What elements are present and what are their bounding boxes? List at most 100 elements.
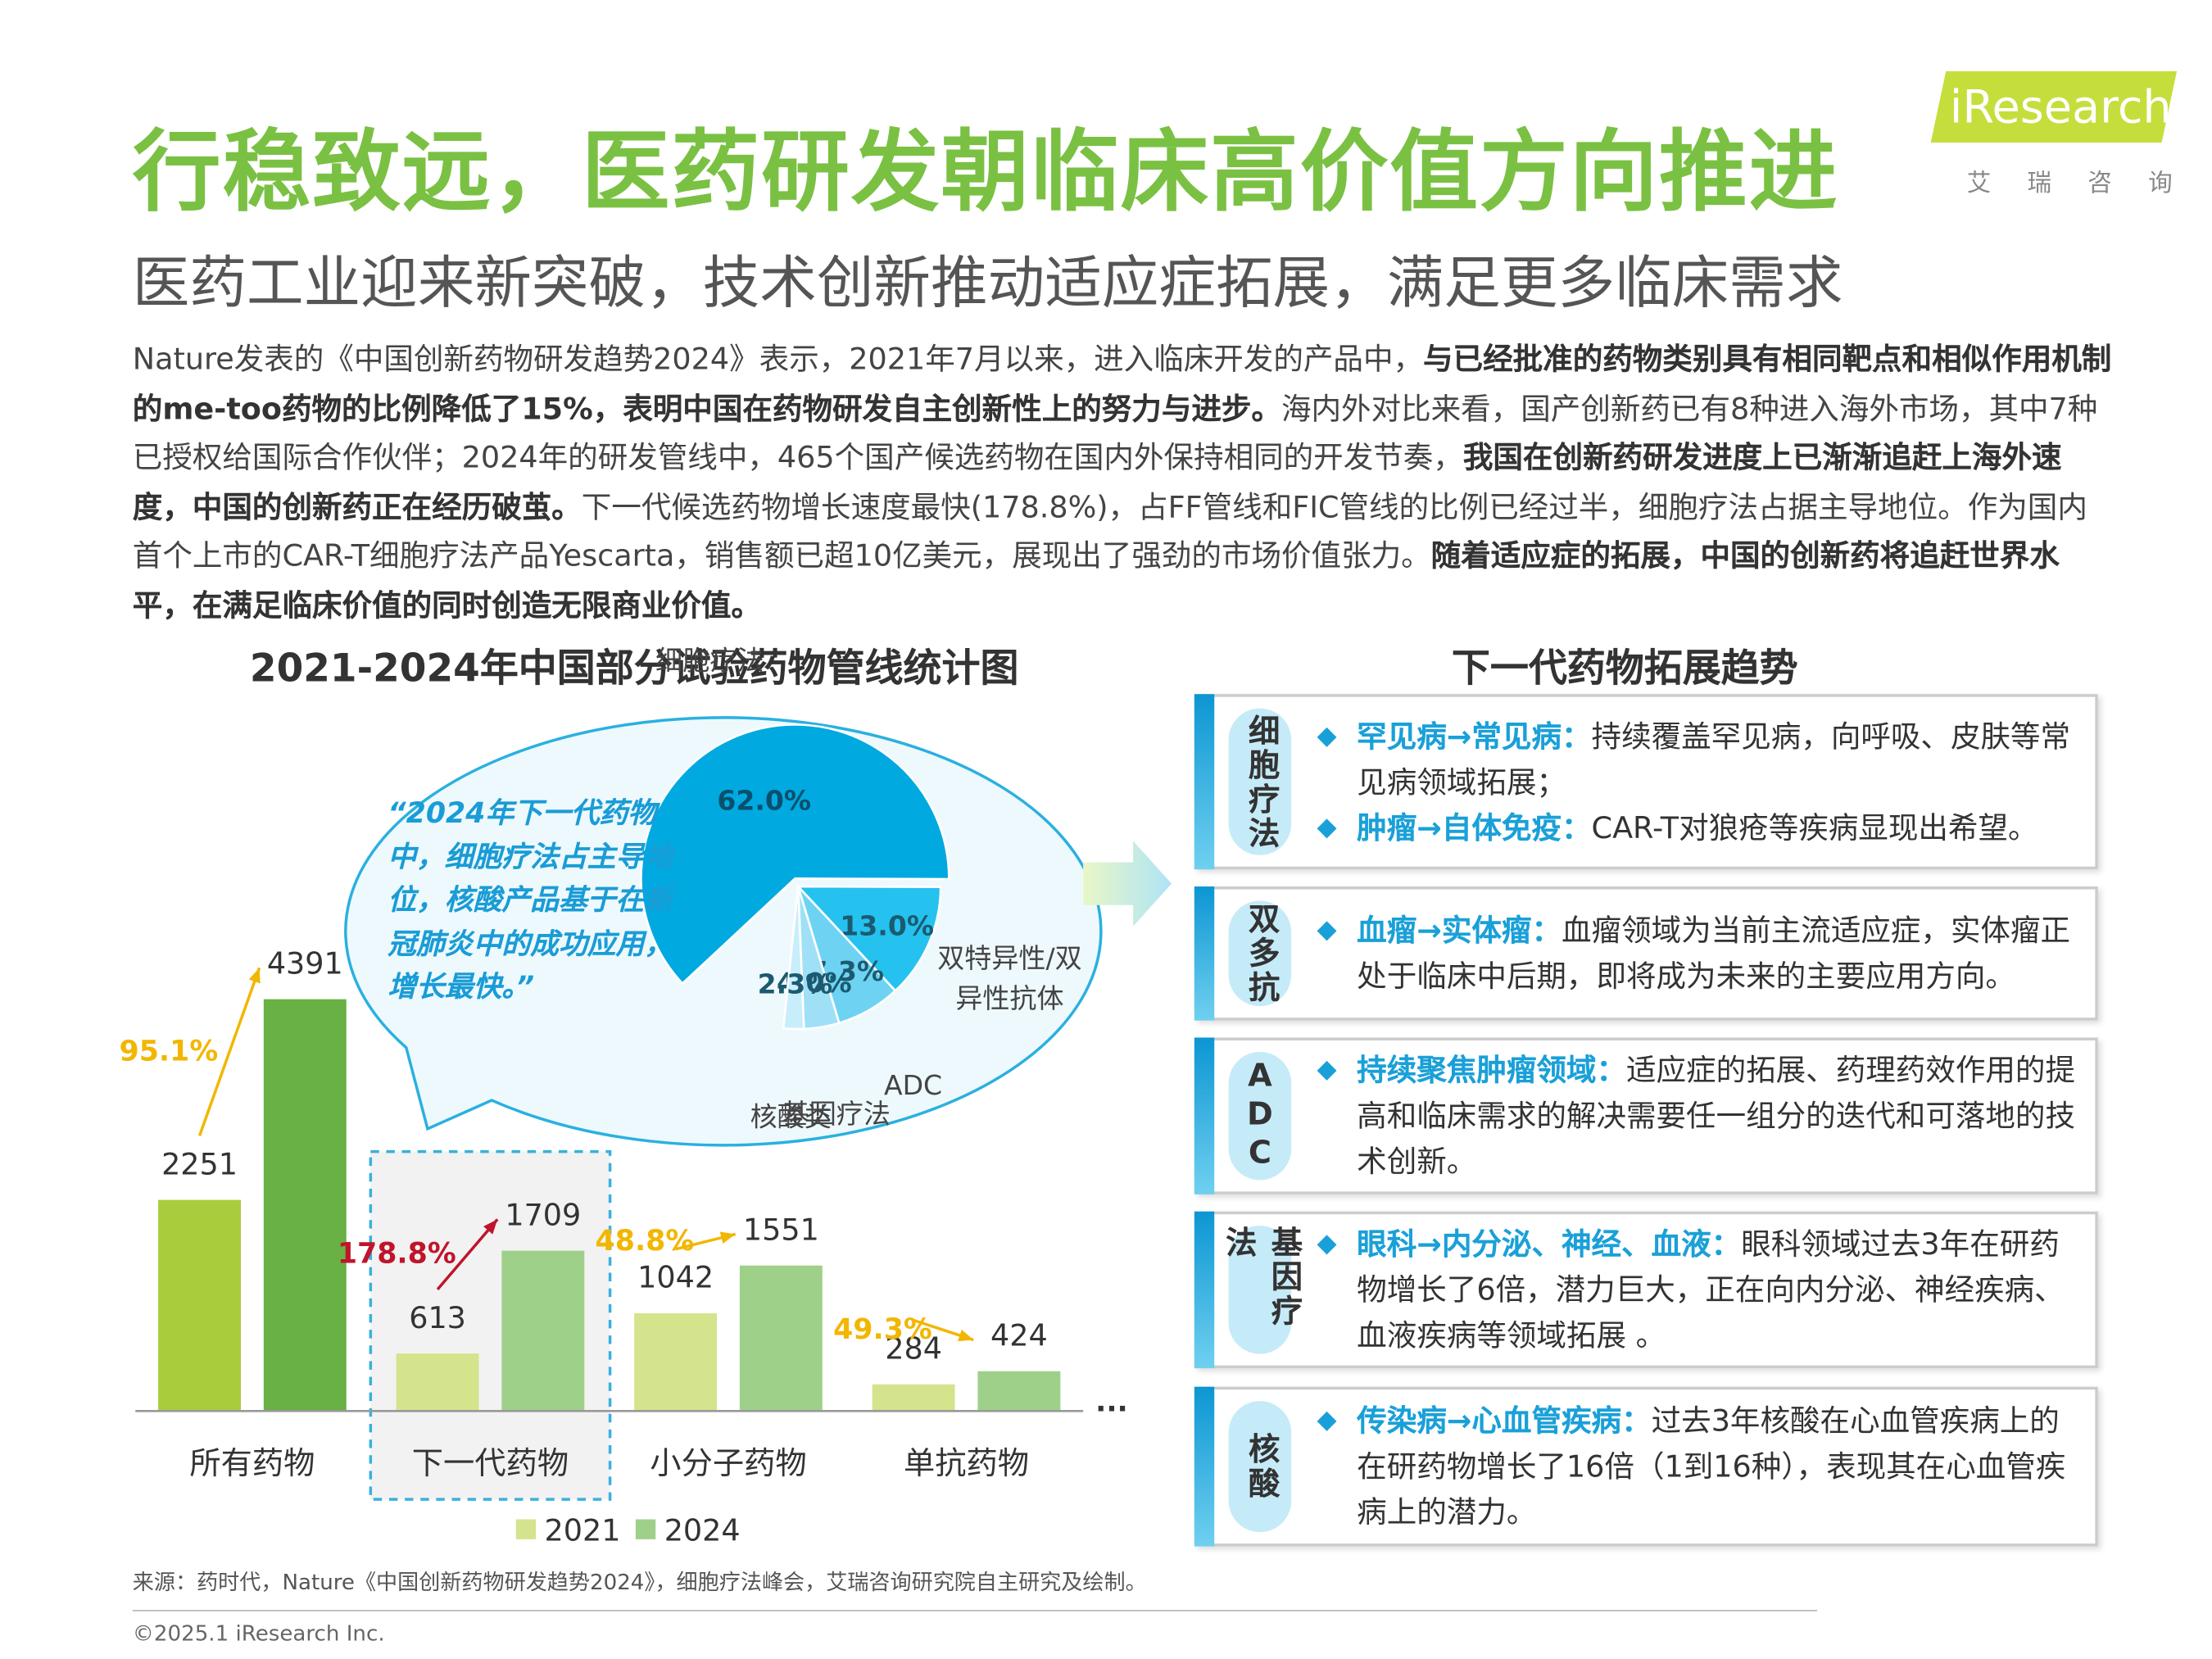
legend-swatch: [635, 1519, 656, 1539]
point-head: 眼科→内分泌、神经、血液：: [1357, 1226, 1742, 1262]
panel-strip: [1194, 886, 1215, 1021]
pie-category-label: ADC: [883, 1071, 943, 1103]
more: ...: [1095, 1385, 1128, 1418]
panel-label-pill: 双多抗: [1228, 900, 1292, 1007]
growth-label: 95.1%: [120, 1035, 219, 1067]
panel-content: 眼科→内分泌、神经、血液：眼科领域过去3年在研药物增长了6倍，潜力巨大，正在向内…: [1317, 1222, 2075, 1358]
value-label: 613: [409, 1300, 466, 1335]
panel-label-pill: 细胞疗法: [1228, 708, 1292, 855]
logo: iResearch: [1949, 79, 2172, 134]
panel-content: 罕见病→常见病：持续覆盖罕见病，向呼吸、皮肤等常见病领域拓展；肿瘤→自体免疫：C…: [1317, 714, 2075, 850]
panel-label: ADC: [1242, 1058, 1278, 1174]
copyright: ©2025.1 iResearch Inc.: [132, 1620, 385, 1647]
bar: [634, 1313, 718, 1412]
pie-category-label: 细胞疗法: [655, 645, 764, 677]
panel-strip: [1194, 1386, 1215, 1547]
intro-segment: Nature发表的《中国创新药物研发趋势2024》表示，2021年7月以来，进入…: [132, 342, 1424, 377]
logo-sub: 艾 瑞 咨 询: [1966, 170, 2187, 198]
panel-strip: [1194, 1037, 1215, 1194]
panel-label: 核酸: [1243, 1432, 1279, 1501]
source: 来源：药时代，Nature《中国创新药物研发趋势2024》，细胞疗法峰会，艾瑞咨…: [132, 1569, 1147, 1595]
pie-value-label: 62.0%: [717, 784, 811, 816]
value-label: 4391: [267, 945, 343, 981]
legend-label: 2024: [664, 1513, 741, 1548]
intro-segment: 海内外对比来看，国产创新药已有8种进入海外市场，其中7种已授权给国际合作伙伴；2…: [132, 391, 2098, 475]
growth-arrow: [436, 1218, 499, 1290]
bar: [396, 1353, 479, 1412]
panel-label: 细胞疗法: [1243, 713, 1279, 850]
point-head: 肿瘤→自体免疫：: [1357, 810, 1592, 845]
growth-label: 48.8%: [596, 1225, 695, 1258]
intro-segment: 我国在创新药研发进度上已渐渐追赶上海外速度，中国的创新药正在经历破茧。: [132, 440, 2062, 524]
growth-arrow: [197, 967, 261, 1136]
point-text: 适应症的拓展、药理药效作用的提高和临床需求的解决需要任一组分的迭代和可落地的技术…: [1357, 1053, 2075, 1179]
trend-panel: 核酸传染病→心血管疾病：过去3年核酸在心血管疾病上的在研药物增长了16倍（1到1…: [1194, 1386, 2098, 1547]
panel-content: 血瘤→实体瘤：血瘤领域为当前主流适应症，实体瘤正处于临床中后期，即将成为未来的主…: [1317, 908, 2075, 999]
chart-title: 2021-2024年中国部分试验药物管线统计图: [249, 646, 1019, 691]
quote: “2024年下一代药物中，细胞疗法占主导地位，核酸产品基于在新冠肺炎中的成功应用…: [388, 795, 673, 1004]
point-text: 眼科领域过去3年在研药物增长了6倍，潜力巨大，正在向内分泌、神经疾病、血液疾病等…: [1357, 1226, 2065, 1353]
trend-point: 罕见病→常见病：持续覆盖罕见病，向呼吸、皮肤等常见病领域拓展；: [1317, 714, 2075, 805]
value-label: 424: [990, 1317, 1048, 1353]
bar: [158, 1199, 242, 1412]
trend-point: 持续聚焦肿瘤领域：适应症的拓展、药理药效作用的提高和临床需求的解决需要任一组分的…: [1317, 1048, 2075, 1185]
subtitle: 医药工业迎来新突破，技术创新推动适应症拓展，满足更多临床需求: [132, 251, 1843, 317]
panel-label: 基因疗法: [1220, 1226, 1302, 1329]
trend-panel: 细胞疗法罕见病→常见病：持续覆盖罕见病，向呼吸、皮肤等常见病领域拓展；肿瘤→自体…: [1194, 694, 2098, 870]
bar: [872, 1384, 955, 1412]
panel-content: 传染病→心血管疾病：过去3年核酸在心血管疾病上的在研药物增长了16倍（1到16种…: [1317, 1398, 2075, 1535]
panel-content: 持续聚焦肿瘤领域：适应症的拓展、药理药效作用的提高和临床需求的解决需要任一组分的…: [1317, 1048, 2075, 1185]
trend-panel: 双多抗 血瘤→实体瘤：血瘤领域为当前主流适应症，实体瘤正处于临床中后期，即将成为未…: [1194, 886, 2098, 1021]
bar: [263, 999, 347, 1412]
pie-slice: [796, 885, 942, 993]
growth-label: 178.8%: [338, 1238, 456, 1271]
trend-point: 传染病→心血管疾病：过去3年核酸在心血管疾病上的在研药物增长了16倍（1到16种…: [1317, 1398, 2075, 1535]
growth-arrowhead: [483, 1219, 498, 1235]
legend-label: 2021: [545, 1513, 621, 1548]
value-label: 1551: [743, 1212, 819, 1247]
pie-category-label: 双特异性/双异性抗体: [937, 943, 1082, 1015]
x-tick-label: 小分子药物: [650, 1445, 806, 1482]
panel-label-pill: ADC: [1228, 1051, 1292, 1181]
growth-arrowhead: [719, 1231, 736, 1244]
legend-swatch: [515, 1519, 537, 1539]
intro: Nature发表的《中国创新药物研发趋势2024》表示，2021年7月以来，进入…: [133, 335, 2117, 630]
bar: [739, 1265, 823, 1412]
point-text: 持续覆盖罕见病，向呼吸、皮肤等常见病领域拓展；: [1357, 718, 2071, 800]
point-text: 过去3年核酸在心血管疾病上的在研药物增长了16倍（1到16种），表现其在心血管疾…: [1357, 1403, 2066, 1530]
panel-strip: [1194, 694, 1215, 870]
growth-arrowhead: [248, 968, 261, 984]
pie-value-label: 2.3%: [758, 968, 833, 1000]
value-label: 284: [885, 1330, 942, 1366]
bar: [977, 1371, 1061, 1412]
trend-point: 肿瘤→自体免疫：CAR-T对狼疮等疾病显现出希望。: [1317, 805, 2075, 850]
growth-arrowhead: [958, 1329, 974, 1342]
value-label: 2251: [161, 1146, 238, 1181]
pie-category-label: 基因疗法: [782, 1098, 891, 1131]
panel-label-pill: 基因疗法: [1220, 1226, 1301, 1354]
point-text: CAR-T对狼疮等疾病显现出希望。: [1591, 810, 2038, 845]
value-label: 1042: [637, 1260, 714, 1295]
point-text: 血瘤领域为当前主流适应症，实体瘤正处于临床中后期，即将成为未来的主要应用方向。: [1357, 913, 2071, 994]
point-head: 血瘤→实体瘤：: [1357, 913, 1562, 948]
value-label: 1709: [505, 1197, 581, 1232]
panel-label: 双多抗: [1243, 902, 1279, 1005]
intro-segment: 与已经批准的药物类别具有相同靶点和相似作用机制的me-too药物的比例降低了15…: [132, 342, 2112, 426]
intro-segment: 下一代候选药物增长速度最快(178.8%)，占FF管线和FIC管线的比例已经过半…: [132, 489, 2087, 573]
pie-value-label: 13.0%: [840, 910, 934, 942]
panel-strip: [1194, 1211, 1215, 1369]
x-tick-label: 单抗药物: [904, 1445, 1029, 1482]
panel-label-pill: 核酸: [1228, 1401, 1292, 1533]
pie-category-label: 核酸类: [750, 1101, 832, 1133]
x-tick-label: 所有药物: [189, 1445, 315, 1482]
pie-slice: [782, 886, 805, 1031]
trend-point: 血瘤→实体瘤：血瘤领域为当前主流适应症，实体瘤正处于临床中后期，即将成为未来的主…: [1317, 908, 2075, 999]
trend-panel: 基因疗法眼科→内分泌、神经、血液：眼科领域过去3年在研药物增长了6倍，潜力巨大，…: [1194, 1211, 2098, 1369]
point-head: 持续聚焦肿瘤领域：: [1357, 1053, 1626, 1088]
point-head: 罕见病→常见病：: [1357, 718, 1592, 754]
trend-panel: ADC 持续聚焦肿瘤领域：适应症的拓展、药理药效作用的提高和临床需求的解决需要任一…: [1194, 1037, 2098, 1194]
point-head: 传染病→心血管疾病：: [1357, 1403, 1652, 1439]
growth-label: 49.3%: [833, 1313, 932, 1346]
